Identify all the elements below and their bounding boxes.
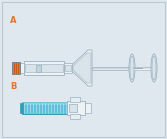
Ellipse shape bbox=[129, 54, 135, 82]
Polygon shape bbox=[72, 50, 92, 86]
Polygon shape bbox=[73, 53, 91, 83]
Ellipse shape bbox=[152, 56, 156, 80]
Ellipse shape bbox=[151, 54, 157, 82]
Bar bbox=[70, 97, 80, 102]
Bar bbox=[132, 66, 154, 70]
Bar bbox=[67, 101, 85, 115]
Bar bbox=[85, 103, 91, 113]
Bar bbox=[65, 65, 71, 71]
Bar bbox=[25, 64, 63, 72]
Bar bbox=[69, 104, 77, 112]
Bar bbox=[24, 61, 64, 75]
Ellipse shape bbox=[130, 56, 134, 80]
Bar bbox=[70, 114, 80, 119]
Bar bbox=[22, 102, 67, 114]
Bar bbox=[64, 63, 72, 73]
Bar bbox=[20, 63, 24, 73]
Bar bbox=[22, 102, 67, 105]
Bar bbox=[36, 64, 41, 71]
Bar bbox=[12, 62, 20, 74]
Text: B: B bbox=[10, 82, 16, 91]
Bar bbox=[20, 103, 23, 113]
Text: A: A bbox=[10, 16, 17, 25]
Bar bbox=[92, 66, 134, 70]
